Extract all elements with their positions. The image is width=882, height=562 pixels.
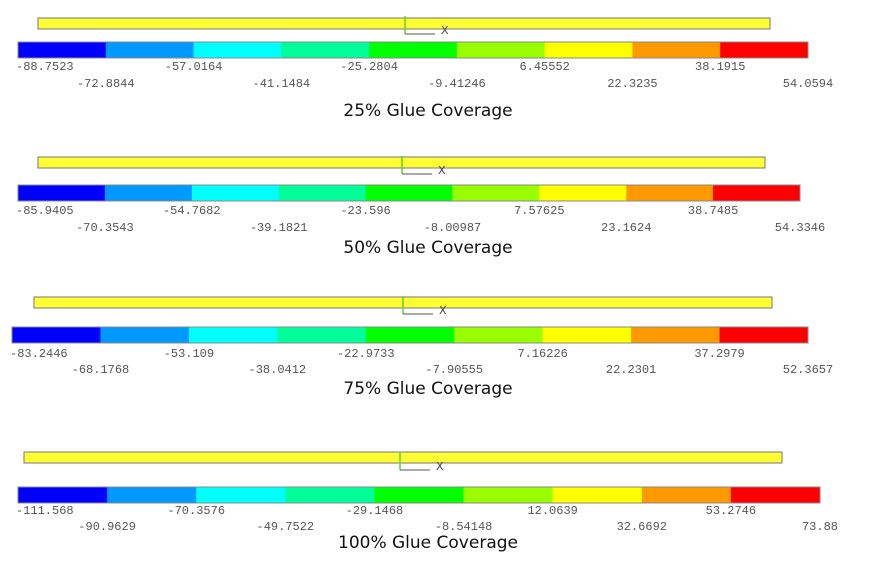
legend-band xyxy=(720,327,809,343)
legend-band xyxy=(366,185,453,201)
legend-label: -8.00987 xyxy=(424,221,482,235)
legend-label: 52.3657 xyxy=(783,363,833,377)
legend-label: 73.88 xyxy=(802,520,838,534)
caption: 50% Glue Coverage xyxy=(343,238,512,258)
caption: 25% Glue Coverage xyxy=(343,101,512,121)
legend-label: -90.9629 xyxy=(78,520,136,534)
legend-band xyxy=(100,327,189,343)
legend-band xyxy=(539,185,626,201)
legend-label: -41.1484 xyxy=(253,77,311,91)
legend-band xyxy=(18,487,108,503)
legend-band xyxy=(196,487,286,503)
legend-label: -7.90555 xyxy=(425,363,483,377)
panel: X -83.2446 -68.1768 -53.109 -38.0412 -22.9733… xyxy=(10,296,833,399)
legend-band xyxy=(277,327,366,343)
legend-band xyxy=(18,185,105,201)
legend-label: -111.568 xyxy=(16,504,74,518)
legend-label: 22.2301 xyxy=(606,363,656,377)
legend-label: 7.57625 xyxy=(514,204,564,218)
legend-label: -25.2804 xyxy=(340,60,398,74)
panel: X -85.9405-70.3543 -54.7682 -39.1821 -23.596… xyxy=(16,156,825,258)
legend-band xyxy=(369,42,457,58)
legend-label: -57.0164 xyxy=(165,60,223,74)
legend-band xyxy=(12,327,101,343)
legend-band xyxy=(106,42,194,58)
legend-label: -88.7523 xyxy=(16,60,74,74)
axis-label: X xyxy=(436,460,444,473)
legend-band xyxy=(631,327,720,343)
legend-label: -70.3576 xyxy=(167,504,225,518)
legend-label: 54.0594 xyxy=(783,77,833,91)
legend-label: 22.3235 xyxy=(607,77,657,91)
beam xyxy=(24,452,782,463)
legend-label: -53.109 xyxy=(164,347,214,361)
legend-band xyxy=(457,42,545,58)
legend-label: 6.45552 xyxy=(519,60,569,74)
beam xyxy=(38,18,770,29)
legend-band xyxy=(626,185,713,201)
legend-label: -38.0412 xyxy=(249,363,307,377)
legend-band xyxy=(553,487,643,503)
legend-band xyxy=(281,42,369,58)
figure: X -88.7523-72.8844 -57.0164 -41.1484 -25.280… xyxy=(0,0,882,562)
page: {"panels": [ {"caption": "25% Glue Cover… xyxy=(0,0,882,562)
legend-band xyxy=(285,487,375,503)
legend-label: 54.3346 xyxy=(775,221,825,235)
caption: 75% Glue Coverage xyxy=(343,379,512,399)
legend-band xyxy=(366,327,455,343)
panel: X -111.568 -90.9629 -70.3576 -49.7522 -29.146… xyxy=(16,452,838,553)
legend-band xyxy=(545,42,633,58)
legend-band xyxy=(192,185,279,201)
legend-label: -49.7522 xyxy=(257,520,315,534)
legend-label: -83.2446 xyxy=(10,347,68,361)
legend-band xyxy=(642,487,732,503)
legend-label: -54.7682 xyxy=(163,204,221,218)
legend-band xyxy=(454,327,543,343)
legend-label: -39.1821 xyxy=(250,221,308,235)
legend-label: -23.596 xyxy=(340,204,390,218)
caption: 100% Glue Coverage xyxy=(338,533,518,553)
legend-band xyxy=(713,185,800,201)
legend-band xyxy=(452,185,539,201)
axis-label: X xyxy=(438,164,446,177)
panel: X -88.7523-72.8844 -57.0164 -41.1484 -25.280… xyxy=(16,16,833,121)
axis-label: X xyxy=(439,304,447,317)
legend-band xyxy=(279,185,366,201)
legend-label: 12.0639 xyxy=(527,504,577,518)
legend-label: -22.9733 xyxy=(337,347,395,361)
legend-band xyxy=(18,42,106,58)
legend-label: -29.1468 xyxy=(346,504,404,518)
legend-label: 7.16226 xyxy=(517,347,567,361)
axis-label: X xyxy=(441,24,449,37)
legend-label: 53.2746 xyxy=(706,504,756,518)
legend-band xyxy=(194,42,282,58)
legend-band xyxy=(720,42,808,58)
legend-label: -8.54148 xyxy=(435,520,493,534)
legend-label: 38.7485 xyxy=(688,204,738,218)
legend-label: -72.8844 xyxy=(77,77,135,91)
legend-band xyxy=(543,327,632,343)
legend-label: 23.1624 xyxy=(601,221,651,235)
legend-band xyxy=(189,327,278,343)
legend-band xyxy=(632,42,720,58)
legend-label: -68.1768 xyxy=(72,363,130,377)
legend-label: -9.41246 xyxy=(428,77,486,91)
legend-band xyxy=(105,185,192,201)
legend-band xyxy=(374,487,464,503)
legend-label: -70.3543 xyxy=(76,221,134,235)
legend-label: -85.9405 xyxy=(16,204,74,218)
legend-band xyxy=(464,487,554,503)
legend-label: 37.2979 xyxy=(694,347,744,361)
legend-band xyxy=(107,487,197,503)
legend-label: 32.6692 xyxy=(617,520,667,534)
legend-band xyxy=(731,487,821,503)
legend-label: 38.1915 xyxy=(695,60,745,74)
